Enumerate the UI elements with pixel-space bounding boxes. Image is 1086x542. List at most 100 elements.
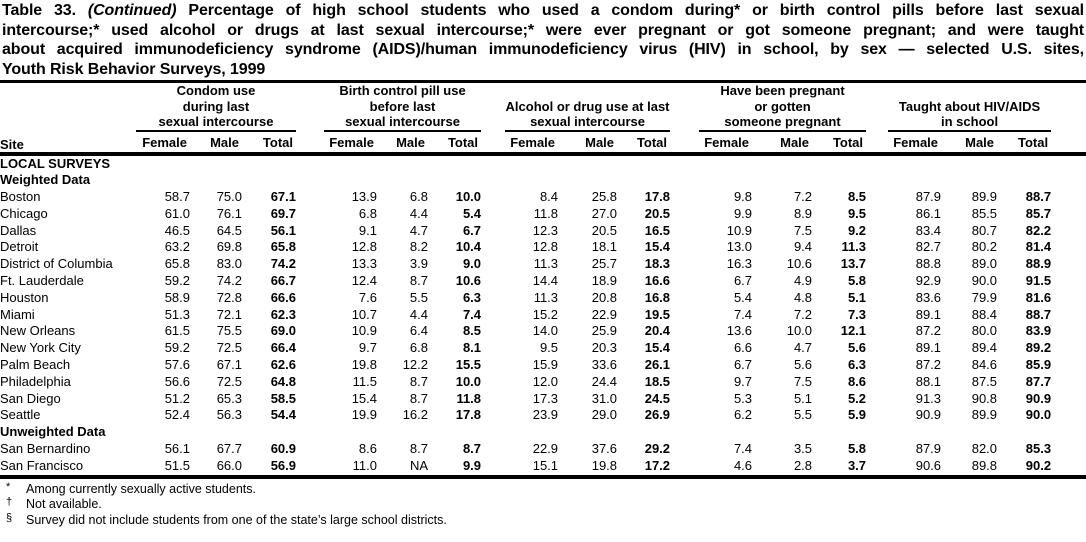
value-cell: 90.8 [971,390,998,406]
cell-spacer [481,458,505,477]
value-cell: 90.6 [915,457,942,473]
footnote-text: Survey did not include students from one… [26,512,447,527]
value-cell: 6.6 [733,340,753,356]
value-cell: 54.4 [270,407,296,423]
value-cell: 31.0 [591,390,618,406]
value-cell: 12.8 [532,239,559,255]
value-cell: 7.5 [793,222,813,238]
column-group-header-3: Alcohol or drug use at last sexual interc… [505,81,671,132]
value-cell: 15.9 [532,357,559,373]
value-cell: 65.8 [270,239,296,255]
cell-spacer [866,407,888,424]
value-cell: 67.7 [216,441,242,457]
value-cell: 23.9 [532,407,559,423]
value-cell: 10.0 [455,373,482,389]
value-cell: 89.2 [1025,340,1052,356]
value-cell: 20.4 [644,323,671,339]
column-group-header-line: sexual intercourse [530,114,645,129]
value-cell: 15.4 [644,340,671,356]
value-cell: 16.2 [402,407,428,423]
cell-spacer [866,189,888,206]
value-cell: 6.8 [409,340,428,356]
value-cell: 18.1 [591,239,618,255]
column-subheader-female: Female [136,130,190,156]
value-cell: 52.4 [164,407,190,423]
value-cell: 15.4 [644,239,671,255]
value-cell: 9.2 [847,222,867,238]
cell-spacer [296,340,324,357]
value-cell: 26.9 [644,407,671,423]
value-cell: 15.5 [455,357,482,373]
value-cell: 4.7 [409,222,428,238]
cell-spacer [481,391,505,408]
cell-spacer [481,239,505,256]
value-cell: 8.9 [793,205,813,221]
value-cell: 88.4 [971,306,998,322]
value-cell: 6.7 [733,357,753,373]
column-group-header-line: during last [182,98,250,114]
value-cell: 14.0 [532,323,559,339]
table-row: San Francisco 51.5 66.0 56.9 11.0 NA 9.9 15.1 19… [0,458,1086,477]
value-cell: 4.8 [793,289,813,305]
cell-spacer [866,273,888,290]
value-cell: 18.3 [644,256,671,272]
value-cell: 56.6 [164,373,190,389]
cell-spacer [296,391,324,408]
table-row: Ft. Lauderdale 59.2 74.2 66.7 12.4 8.7 10.6 14.… [0,273,1086,290]
column-subheader-total: Total [617,130,671,156]
column-group-header-line: Condom use [176,83,256,98]
column-subheader-female: Female [888,130,942,156]
column-subheader-total: Total [997,130,1052,156]
value-cell: 90.9 [915,407,942,423]
value-cell: 5.4 [733,289,753,305]
value-cell: 12.4 [351,273,377,289]
value-cell: 11.8 [533,205,559,221]
site-cell: New York City [0,340,81,356]
site-cell: San Diego [0,390,61,406]
column-subheader-male: Male [377,130,428,156]
value-cell: 9.9 [462,457,482,473]
value-cell: 51.2 [164,390,190,406]
cell-spacer [670,323,699,340]
data-table: Site Condom use during last sexual intercou… [0,80,1086,479]
column-group-header-line: Have been pregnant [720,83,845,98]
value-cell: 82.0 [971,441,998,457]
subsection-header-label: Weighted Data [0,172,91,188]
value-cell: 16.5 [644,222,671,238]
value-cell: NA [409,457,428,473]
value-cell: 25.8 [591,189,618,205]
column-group-header-line: or gotten [754,98,811,114]
value-cell: 7.5 [793,373,813,389]
value-cell: 89.1 [915,306,942,322]
value-cell: 66.0 [216,457,242,473]
title-continued: (Continued) [87,2,177,19]
value-cell: 29.0 [591,407,618,423]
value-cell: 16.3 [726,256,753,272]
value-cell: 12.2 [402,357,428,373]
column-spacer [670,81,700,156]
cell-spacer [296,206,324,223]
value-cell: 89.4 [971,340,998,356]
cell-spacer [866,239,888,256]
value-cell: 69.0 [270,323,296,339]
footnote: * Among currently sexually active student… [6,481,1084,498]
cell-spacer [670,273,699,290]
site-cell: New Orleans [0,323,76,339]
site-cell: Palm Beach [0,357,71,373]
value-cell: 24.5 [644,390,671,406]
column-spacer [866,81,889,156]
value-cell: 89.0 [971,256,998,272]
value-cell: 89.8 [971,457,998,473]
title-line-4: Youth Risk Behavior Surveys, 1999 [2,60,266,78]
cell-spacer [670,374,699,391]
value-cell: 7.3 [847,306,867,322]
value-cell: 4.7 [793,340,813,356]
cell-spacer [866,391,888,408]
column-subheader-total: Total [242,130,296,156]
site-cell: San Francisco [0,457,84,473]
value-cell: 85.9 [1025,357,1052,373]
footnote-text: Not available. [26,497,102,512]
cell-spacer [866,441,888,458]
value-cell: 9.9 [733,205,753,221]
value-cell: 26.1 [644,357,671,373]
